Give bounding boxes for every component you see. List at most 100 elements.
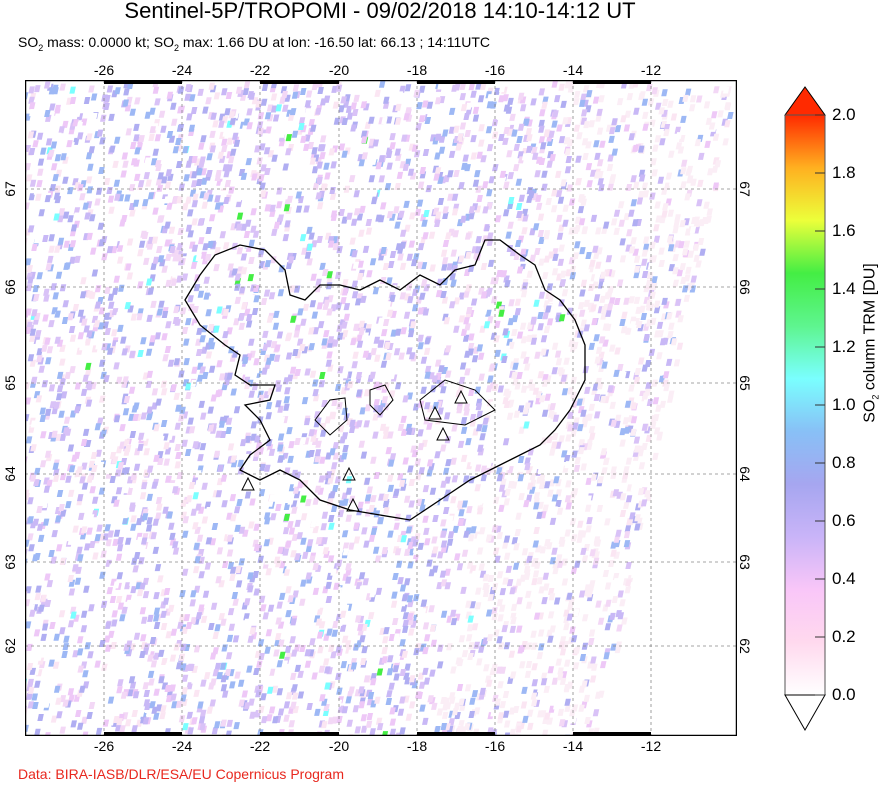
so2-pixel bbox=[680, 167, 687, 175]
so2-pixel bbox=[599, 271, 607, 279]
so2-pixel bbox=[199, 366, 206, 374]
so2-pixel bbox=[519, 322, 527, 330]
so2-pixel bbox=[595, 346, 603, 354]
so2-pixel bbox=[465, 307, 473, 314]
so2-pixel bbox=[221, 138, 228, 146]
so2-pixel bbox=[268, 353, 276, 361]
so2-pixel bbox=[487, 575, 495, 582]
so2-pixel bbox=[448, 107, 456, 115]
so2-pixel bbox=[288, 527, 296, 535]
so2-pixel bbox=[262, 330, 269, 338]
so2-pixel bbox=[44, 357, 52, 365]
so2-pixel bbox=[594, 356, 601, 364]
so2-pixel bbox=[230, 211, 238, 219]
so2-pixel bbox=[408, 240, 416, 248]
so2-pixel bbox=[364, 494, 372, 502]
so2-pixel bbox=[381, 117, 388, 125]
so2-pixel bbox=[384, 342, 391, 349]
so2-pixel bbox=[523, 421, 530, 429]
so2-pixel bbox=[198, 142, 205, 150]
so2-pixel bbox=[172, 270, 179, 278]
so2-pixel bbox=[414, 208, 422, 216]
so2-pixel bbox=[537, 629, 545, 637]
so2-pixel bbox=[372, 139, 380, 147]
so2-pixel bbox=[604, 292, 611, 300]
so2-pixel bbox=[490, 709, 497, 717]
so2-pixel bbox=[332, 452, 340, 460]
so2-pixel bbox=[29, 334, 36, 342]
so2-pixel bbox=[496, 474, 504, 482]
so2-pixel bbox=[558, 539, 566, 547]
so2-pixel bbox=[87, 577, 95, 584]
so2-pixel bbox=[456, 684, 464, 691]
so2-pixel bbox=[196, 168, 203, 176]
so2-pixel bbox=[454, 83, 461, 91]
so2-pixel bbox=[243, 231, 251, 238]
so2-pixel bbox=[67, 575, 74, 582]
so2-pixel bbox=[358, 327, 366, 335]
so2-pixel bbox=[359, 240, 366, 248]
so2-pixel bbox=[304, 108, 312, 116]
so2-pixel bbox=[55, 515, 62, 523]
so2-pixel bbox=[295, 191, 302, 199]
so2-pixel bbox=[200, 135, 207, 143]
so2-pixel bbox=[288, 441, 295, 449]
so2-pixel bbox=[82, 202, 89, 210]
so2-pixel bbox=[274, 633, 282, 641]
so2-pixel bbox=[197, 237, 205, 245]
so2-pixel bbox=[302, 303, 310, 311]
so2-pixel bbox=[234, 524, 241, 532]
so2-pixel bbox=[455, 143, 462, 151]
so2-pixel bbox=[513, 253, 521, 260]
so2-pixel bbox=[265, 439, 273, 447]
so2-pixel bbox=[434, 359, 442, 367]
so2-pixel bbox=[187, 230, 194, 238]
so2-pixel bbox=[67, 537, 75, 545]
so2-pixel bbox=[80, 526, 88, 534]
so2-pixel bbox=[107, 718, 115, 726]
so2-pixel bbox=[692, 243, 700, 251]
so2-pixel bbox=[44, 573, 51, 581]
so2-pixel bbox=[36, 422, 43, 430]
so2-pixel bbox=[619, 599, 626, 607]
so2-pixel bbox=[106, 246, 114, 254]
so2-pixel bbox=[513, 122, 520, 129]
so2-pixel bbox=[170, 384, 177, 392]
so2-pixel bbox=[54, 583, 61, 591]
so2-pixel bbox=[216, 672, 223, 680]
so2-pixel bbox=[306, 703, 313, 710]
so2-pixel bbox=[416, 692, 424, 699]
so2-pixel bbox=[50, 604, 57, 612]
so2-pixel bbox=[393, 522, 400, 530]
so2-pixel bbox=[56, 385, 64, 393]
so2-pixel bbox=[176, 254, 184, 262]
so2-pixel bbox=[218, 223, 226, 231]
so2-pixel bbox=[300, 579, 307, 587]
so2-pixel bbox=[236, 212, 244, 220]
so2-pixel bbox=[507, 172, 515, 180]
so2-pixel bbox=[594, 152, 601, 160]
so2-pixel bbox=[122, 160, 129, 168]
so2-pixel bbox=[250, 421, 258, 429]
so2-pixel bbox=[198, 400, 205, 408]
so2-pixel bbox=[178, 614, 186, 622]
so2-pixel bbox=[247, 274, 255, 282]
so2-pixel bbox=[297, 691, 305, 699]
so2-pixel bbox=[439, 570, 447, 578]
so2-pixel bbox=[142, 682, 149, 690]
so2-pixel bbox=[520, 701, 528, 709]
so2-pixel bbox=[613, 209, 621, 217]
so2-pixel bbox=[385, 698, 393, 705]
so2-pixel bbox=[319, 429, 327, 437]
so2-pixel bbox=[586, 180, 593, 188]
so2-pixel bbox=[164, 475, 172, 483]
so2-pixel bbox=[124, 537, 132, 545]
so2-pixel bbox=[551, 342, 559, 350]
so2-pixel bbox=[346, 691, 354, 699]
so2-pixel bbox=[74, 382, 82, 390]
so2-pixel bbox=[129, 108, 136, 116]
so2-pixel bbox=[416, 261, 424, 269]
so2-pixel bbox=[217, 151, 225, 159]
so2-pixel bbox=[248, 92, 256, 100]
so2-pixel bbox=[28, 193, 36, 201]
